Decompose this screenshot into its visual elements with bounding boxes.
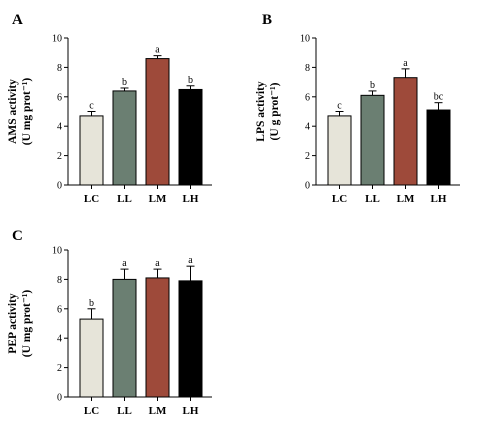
category-label: LH [431, 193, 447, 205]
significance-letter: a [155, 45, 160, 56]
y-tick-label: 6 [57, 304, 62, 315]
y-tick-label: 0 [57, 181, 62, 192]
panel-b: B 0 2 4 6 8 10 LPS activity (U g prot⁻¹) c LC b LL a L… [255, 12, 460, 205]
bar-lc [79, 318, 104, 398]
bar-lc [327, 115, 352, 186]
significance-letter: b [188, 75, 193, 86]
y-tick-label: 2 [57, 363, 62, 374]
category-label: LL [365, 193, 380, 205]
y-tick-label: 0 [57, 393, 62, 404]
panel-letter: A [12, 12, 23, 28]
bar-lh [178, 280, 203, 398]
category-label: LM [149, 193, 167, 205]
panel-letter: B [262, 12, 272, 28]
y-tick-label: 2 [305, 151, 310, 162]
significance-letter: b [89, 298, 94, 309]
significance-letter: b [370, 80, 375, 91]
significance-letter: bc [434, 92, 444, 103]
significance-letter: c [337, 101, 342, 112]
category-label: LM [149, 405, 167, 417]
y-tick-label: 6 [305, 92, 310, 103]
category-label: LC [84, 405, 99, 417]
y-tick-label: 4 [305, 122, 310, 133]
y-tick-label: 8 [57, 275, 62, 286]
y-tick-label: 8 [305, 63, 310, 74]
category-label: LH [183, 193, 199, 205]
category-label: LM [397, 193, 415, 205]
y-tick-label: 2 [57, 151, 62, 162]
bar-lm [393, 77, 418, 186]
bar-ll [360, 94, 385, 186]
y-tick-label: 10 [52, 34, 62, 45]
y-axis-label-unit: (U g prot⁻¹) [269, 82, 281, 140]
bar-ll [112, 90, 137, 186]
category-label: LH [183, 405, 199, 417]
bar-lh [178, 88, 203, 186]
y-axis-label-unit: (U mg prot⁻¹) [21, 290, 33, 358]
y-tick-label: 0 [305, 181, 310, 192]
significance-letter: a [188, 255, 193, 266]
category-label: LL [117, 193, 132, 205]
bar-lc [79, 115, 104, 186]
category-label: LL [117, 405, 132, 417]
y-axis-label: LPS activity [255, 81, 267, 142]
y-axis-label: PEP activity [7, 293, 19, 354]
significance-letter: a [122, 258, 127, 269]
category-label: LC [84, 193, 99, 205]
y-axis-label-unit: (U mg prot⁻¹) [21, 78, 33, 146]
bar-lh [426, 109, 451, 186]
y-tick-label: 6 [57, 92, 62, 103]
bar-lm [145, 58, 170, 186]
y-tick-label: 4 [57, 122, 62, 133]
significance-letter: a [403, 58, 408, 69]
y-tick-label: 4 [57, 334, 62, 345]
bar-lm [145, 277, 170, 398]
panel-c: C 0 2 4 6 8 10 PEP activity (U mg prot⁻¹) b LC a LL a… [7, 228, 212, 417]
panel-letter: C [12, 228, 23, 244]
bar-ll [112, 278, 137, 398]
significance-letter: a [155, 258, 160, 269]
y-tick-label: 8 [57, 63, 62, 74]
y-tick-label: 10 [300, 34, 310, 45]
category-label: LC [332, 193, 347, 205]
significance-letter: b [122, 77, 127, 88]
y-axis-label: AMS activity [7, 79, 19, 144]
y-tick-label: 10 [52, 246, 62, 257]
panel-a: A 0 2 4 6 8 10 AMS activity (U mg prot⁻¹) c LC b LL a… [7, 12, 212, 205]
significance-letter: c [89, 101, 94, 112]
